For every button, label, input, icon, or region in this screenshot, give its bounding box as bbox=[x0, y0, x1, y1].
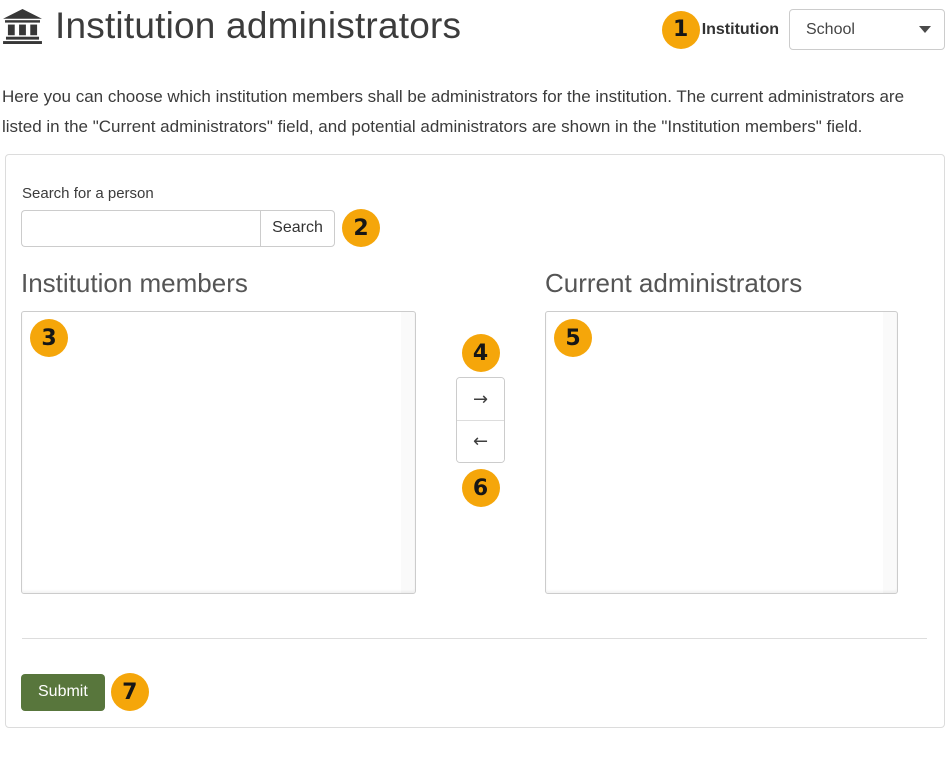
admin-form-panel: Search for a person Search 2 Institution… bbox=[5, 154, 945, 729]
annotation-badge-4: 4 bbox=[461, 334, 500, 372]
page-header: Institution administrators 1 Institution… bbox=[0, 0, 950, 50]
transfer-buttons: → ← bbox=[456, 377, 505, 463]
page-title-text: Institution administrators bbox=[55, 5, 462, 46]
search-row: Search 2 bbox=[21, 209, 929, 247]
add-admin-button[interactable]: → bbox=[457, 378, 504, 420]
institution-selector: 1 Institution School bbox=[661, 9, 945, 50]
page-description: Here you can choose which institution me… bbox=[2, 87, 905, 136]
annotation-badge-1: 1 bbox=[661, 10, 700, 49]
institution-select[interactable]: School bbox=[789, 9, 945, 50]
annotation-badge-6: 6 bbox=[461, 469, 500, 507]
annotation-badge-2: 2 bbox=[342, 209, 380, 247]
arrow-right-icon: → bbox=[472, 388, 489, 410]
chevron-down-icon bbox=[919, 26, 931, 33]
divider bbox=[22, 638, 927, 640]
remove-admin-button[interactable]: ← bbox=[457, 420, 504, 462]
arrow-left-icon: ← bbox=[472, 431, 489, 452]
search-input[interactable] bbox=[21, 209, 260, 247]
page-title: Institution administrators bbox=[3, 5, 461, 48]
transfer-columns: Institution members 3 4 → ← 6 Current ad… bbox=[21, 268, 929, 595]
search-button[interactable]: Search bbox=[260, 209, 335, 247]
members-listbox[interactable]: 3 bbox=[21, 311, 416, 595]
administrators-heading: Current administrators bbox=[545, 268, 803, 298]
search-input-group: Search bbox=[21, 209, 335, 247]
members-column: Institution members 3 bbox=[21, 268, 416, 595]
submit-row: Submit 7 bbox=[21, 673, 929, 712]
institution-label: Institution bbox=[701, 20, 779, 38]
members-heading: Institution members bbox=[21, 268, 248, 298]
institution-select-value: School bbox=[806, 20, 855, 38]
administrators-column: Current administrators 5 bbox=[545, 268, 898, 595]
university-icon bbox=[3, 8, 42, 44]
search-label: Search for a person bbox=[22, 185, 154, 202]
administrators-listbox[interactable]: 5 bbox=[545, 311, 898, 595]
submit-button[interactable]: Submit bbox=[21, 673, 105, 711]
annotation-badge-5: 5 bbox=[554, 319, 592, 358]
annotation-badge-7: 7 bbox=[110, 673, 149, 712]
transfer-controls: 4 → ← 6 bbox=[416, 268, 545, 594]
annotation-badge-3: 3 bbox=[30, 319, 68, 358]
